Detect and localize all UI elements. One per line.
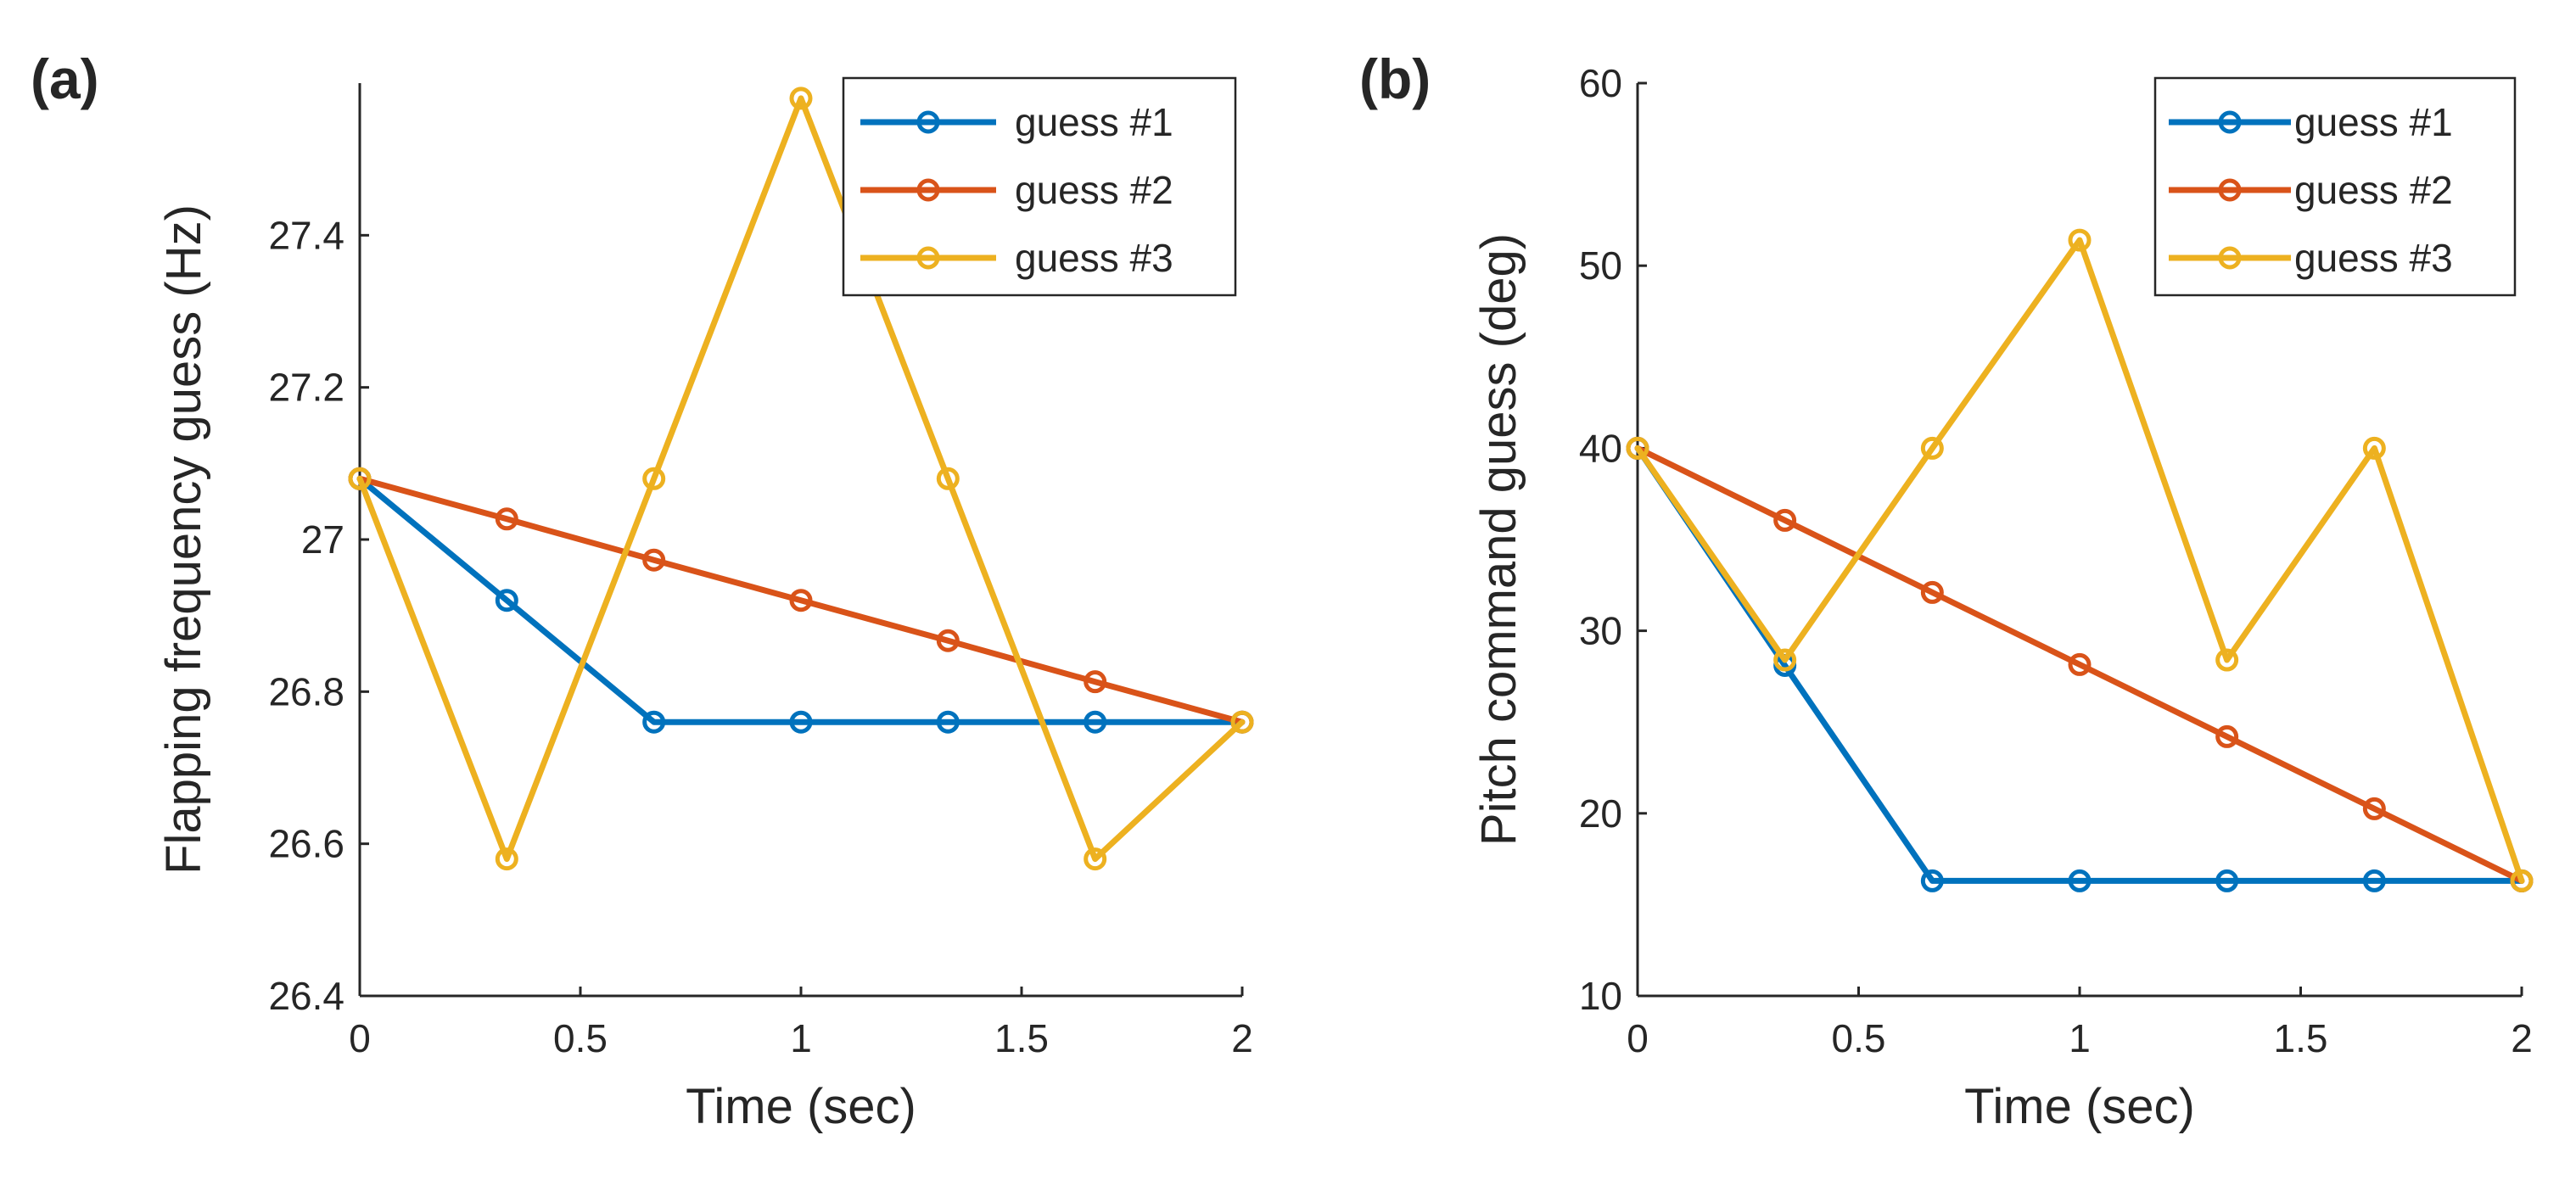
data-point [936, 629, 960, 652]
x-tick-label: 0.5 [1832, 1016, 1886, 1060]
y-tick-label: 26.4 [268, 974, 344, 1018]
panel-label: (a) [31, 48, 99, 110]
x-axis-label: Time (sec) [686, 1079, 916, 1134]
data-point [2362, 797, 2386, 820]
data-point [1773, 648, 1797, 672]
y-tick-label: 27.2 [268, 366, 344, 410]
legend-swatch-marker [2218, 178, 2242, 202]
data-point [495, 589, 518, 612]
panel-label: (b) [1359, 48, 1431, 110]
data-point [2510, 869, 2534, 892]
y-tick-label: 27.4 [268, 213, 344, 257]
data-point [936, 467, 960, 490]
legend-entry: guess #1 [1015, 100, 1173, 144]
y-axis-label: Pitch command guess (deg) [1471, 233, 1526, 846]
data-point [495, 847, 518, 871]
x-tick-label: 0 [349, 1016, 371, 1060]
legend-entry: guess #1 [2294, 100, 2453, 144]
data-point [495, 507, 518, 531]
legend-swatch-marker [916, 178, 940, 202]
data-point [2362, 869, 2386, 892]
y-tick-label: 50 [1579, 243, 1622, 288]
data-point [2068, 228, 2092, 252]
series-line [1634, 445, 2525, 884]
legend-swatch-marker [916, 246, 940, 270]
data-point [1230, 710, 1254, 734]
y-tick-label: 26.6 [268, 822, 344, 866]
data-point [1920, 869, 1944, 892]
data-point [2362, 436, 2386, 460]
data-point [1626, 436, 1649, 460]
x-axis-label: Time (sec) [1964, 1079, 2195, 1134]
legend-swatch-marker [2218, 246, 2242, 270]
data-point [2068, 869, 2092, 892]
x-tick-label: 1.5 [994, 1016, 1049, 1060]
data-point [936, 710, 960, 734]
y-tick-label: 27 [301, 517, 344, 562]
series-3 [1626, 228, 2534, 892]
y-tick-label: 30 [1579, 609, 1622, 653]
data-point [789, 87, 813, 110]
data-point [348, 467, 372, 490]
data-point [789, 589, 813, 612]
series-line [1634, 445, 2525, 884]
legend-swatch-marker [2218, 110, 2242, 134]
panel-a: (a) 0 0.5 1 1.5 2 26.4 26.6 26.8 27 27.2 27.4 Time (… [31, 48, 1254, 1134]
series-3 [348, 87, 1254, 871]
data-point [1920, 580, 1944, 604]
x-tick-label: 2 [2511, 1016, 2533, 1060]
data-point [1084, 670, 1107, 694]
legend-entry: guess #3 [1015, 236, 1173, 280]
x-tick-label: 0 [1627, 1016, 1649, 1060]
y-tick-label: 20 [1579, 791, 1622, 836]
data-point [642, 710, 666, 734]
series-line [356, 475, 1246, 725]
data-point [2215, 869, 2239, 892]
series-line [356, 95, 1246, 863]
series-line [1634, 237, 2525, 884]
data-point [1773, 508, 1797, 532]
y-tick-label: 26.8 [268, 669, 344, 713]
panel-b: (b) 0 0.5 1 1.5 2 10 20 30 40 50 60 Time (sec) Pitch … [1359, 48, 2534, 1134]
data-point [789, 710, 813, 734]
data-point [1084, 847, 1107, 871]
series-line [356, 475, 1246, 725]
data-point [2215, 648, 2239, 672]
legend-entry: guess #2 [1015, 168, 1173, 212]
x-tick-label: 1 [790, 1016, 812, 1060]
legend-swatch-marker [916, 110, 940, 134]
legend-entry: guess #2 [2294, 168, 2453, 212]
y-tick-label: 40 [1579, 426, 1622, 470]
y-tick-label: 10 [1579, 974, 1622, 1018]
y-tick-label: 60 [1579, 61, 1622, 105]
x-tick-label: 1 [2069, 1016, 2091, 1060]
data-point [2068, 652, 2092, 676]
legend: guess #1 guess #2 guess #3 [2153, 76, 2517, 297]
data-point [1920, 436, 1944, 460]
data-point [642, 467, 666, 490]
data-point [1084, 710, 1107, 734]
x-tick-label: 1.5 [2274, 1016, 2328, 1060]
legend: guess #1 guess #2 guess #3 [842, 76, 1237, 297]
y-axis-label: Flapping frequency guess (Hz) [156, 204, 211, 875]
legend-entry: guess #3 [2294, 236, 2453, 280]
x-tick-label: 0.5 [553, 1016, 608, 1060]
x-tick-label: 2 [1231, 1016, 1253, 1060]
data-point [642, 548, 666, 572]
data-point [2215, 724, 2239, 748]
